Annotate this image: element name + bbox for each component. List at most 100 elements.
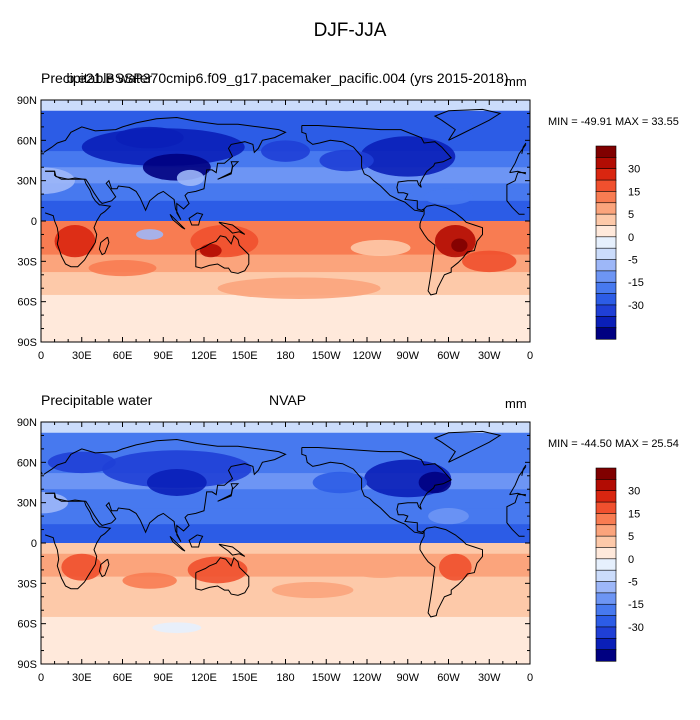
x-tick-label: 0 bbox=[527, 350, 533, 362]
coastline bbox=[169, 213, 186, 230]
colorbar-label: -15 bbox=[628, 599, 644, 611]
contour-region bbox=[54, 225, 96, 258]
contour-region bbox=[319, 149, 374, 172]
y-tick-label: 30S bbox=[17, 256, 37, 268]
colorbar: 30 15 5 0 -5 -15 -30 bbox=[595, 145, 644, 340]
coastline bbox=[169, 535, 186, 552]
coastline bbox=[218, 543, 246, 557]
x-tick-label: 180 bbox=[276, 672, 294, 684]
coastline bbox=[98, 236, 110, 256]
coastlines bbox=[41, 430, 527, 618]
coastline bbox=[506, 172, 525, 215]
coastline bbox=[218, 221, 246, 235]
coastline bbox=[44, 170, 112, 268]
coastline bbox=[419, 204, 483, 296]
coastline bbox=[301, 125, 453, 213]
coastline bbox=[43, 116, 287, 220]
panel-units: mm bbox=[505, 74, 527, 89]
colorbar-swatch bbox=[595, 327, 617, 340]
coastline bbox=[188, 212, 204, 226]
contour-region bbox=[261, 140, 310, 162]
contour-band bbox=[41, 616, 530, 664]
panel-left-title: Precipitable water bbox=[41, 70, 153, 86]
x-tick-label: 120E bbox=[191, 350, 217, 362]
colorbar-swatch bbox=[595, 467, 617, 480]
x-tick-label: 150W bbox=[312, 672, 341, 684]
y-tick-label: 60N bbox=[17, 457, 37, 469]
colorbar-swatch bbox=[595, 168, 617, 181]
x-tick-label: 60E bbox=[113, 672, 133, 684]
contour-region bbox=[152, 622, 202, 634]
x-tick-label: 90W bbox=[396, 350, 419, 362]
colorbar-label: 15 bbox=[628, 186, 640, 198]
contour-region bbox=[41, 167, 75, 195]
panel-center-title: NVAP bbox=[268, 392, 307, 408]
x-tick-label: 0 bbox=[38, 350, 44, 362]
map-plot-2: 0 30E 60E 90E 120E 150E 180 150W 120W 90W 60W 30W 09… bbox=[17, 417, 644, 684]
contour-region bbox=[350, 239, 411, 256]
colorbar-label: 15 bbox=[628, 508, 640, 520]
colorbar: 30 15 5 0 -5 -15 -30 bbox=[595, 467, 644, 662]
x-tick-label: 60W bbox=[437, 350, 460, 362]
colorbar-label: 0 bbox=[628, 232, 634, 244]
contour-region bbox=[424, 188, 473, 205]
coastline bbox=[433, 430, 502, 463]
contour-region bbox=[102, 450, 252, 488]
contour-region bbox=[428, 508, 469, 525]
x-tick-label: 120W bbox=[353, 672, 382, 684]
colorbar-label: 0 bbox=[628, 554, 634, 566]
contour-band bbox=[41, 183, 530, 202]
contour-band bbox=[41, 489, 530, 509]
contour-region bbox=[136, 229, 164, 240]
colorbar-label: 30 bbox=[628, 486, 640, 498]
colorbar-label: 5 bbox=[628, 209, 634, 221]
x-tick-label: 0 bbox=[38, 672, 44, 684]
colorbar-swatch bbox=[595, 157, 617, 170]
y-tick-label: 30N bbox=[17, 176, 37, 188]
map-panel-model: 0 30E 60E 90E 120E 150E 180 150W 120W 90W 60W 30W 0 9… bbox=[0, 68, 700, 398]
figure-title: DJF-JJA bbox=[313, 20, 387, 41]
x-tick-label: 150E bbox=[232, 350, 258, 362]
contour-band bbox=[41, 543, 530, 555]
y-tick-label: 60S bbox=[17, 619, 37, 631]
contour-region bbox=[451, 238, 468, 252]
colorbar-swatch bbox=[595, 479, 617, 492]
colorbar-swatch bbox=[595, 270, 617, 283]
contour-band bbox=[41, 100, 530, 112]
panel-units: mm bbox=[505, 396, 527, 411]
x-tick-label: 120W bbox=[353, 350, 382, 362]
panel-center-title: b.e21.BSSP370cmip6.f09_g17.pacemaker_pac… bbox=[66, 70, 509, 86]
contour-field bbox=[41, 422, 530, 664]
x-tick-label: 150E bbox=[232, 672, 258, 684]
colorbar-swatch bbox=[595, 179, 617, 193]
map-plot-1: 0 30E 60E 90E 120E 150E 180 150W 120W 90W 60W 30W 09… bbox=[17, 95, 644, 362]
contour-region bbox=[312, 471, 368, 494]
x-tick-label: 30W bbox=[478, 672, 501, 684]
coastline bbox=[301, 447, 453, 535]
contour-region bbox=[41, 491, 69, 514]
colorbar-swatch bbox=[595, 558, 617, 571]
x-tick-label: 60E bbox=[113, 350, 133, 362]
contour-band bbox=[41, 508, 530, 525]
x-tick-label: 90W bbox=[396, 672, 419, 684]
contour-region bbox=[115, 126, 184, 149]
coastline bbox=[217, 161, 240, 180]
colorbar-swatch bbox=[595, 581, 617, 594]
contour-region bbox=[271, 581, 354, 599]
coastline bbox=[521, 142, 527, 154]
colorbar-swatch bbox=[595, 490, 617, 503]
colorbar-swatch bbox=[595, 569, 617, 583]
contour-region bbox=[462, 250, 517, 273]
colorbar-label: -5 bbox=[628, 577, 638, 589]
colorbar-swatch bbox=[595, 547, 617, 560]
x-tick-label: 120E bbox=[191, 672, 217, 684]
colorbar-label: -15 bbox=[628, 277, 644, 289]
colorbar-swatch bbox=[595, 513, 617, 526]
contour-region bbox=[176, 169, 205, 187]
y-tick-label: 90N bbox=[17, 417, 37, 429]
contour-region bbox=[47, 451, 116, 474]
colorbar-swatch bbox=[595, 259, 617, 272]
panel-left-title: Precipitable water bbox=[41, 392, 153, 408]
colorbar-swatch bbox=[595, 501, 617, 515]
x-tick-label: 90E bbox=[153, 350, 173, 362]
